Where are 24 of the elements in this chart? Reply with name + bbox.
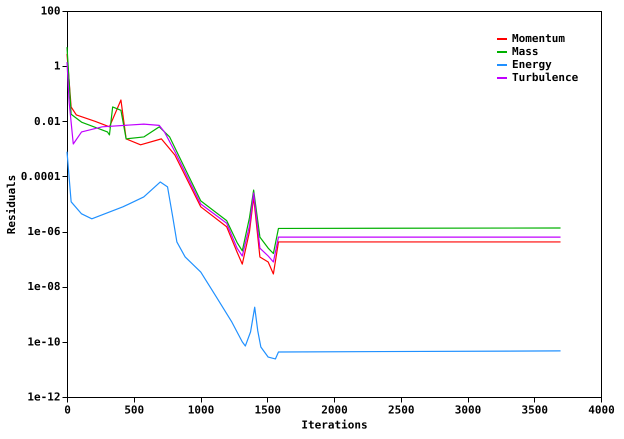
x-tick-label: 2500 xyxy=(388,404,414,416)
line-series xyxy=(66,151,562,360)
y-tick-label: 1e-08 xyxy=(27,280,60,294)
y-tick-label: 0.0001 xyxy=(20,170,61,183)
y-tick-label: 1e-06 xyxy=(27,225,61,238)
legend-label: Energy xyxy=(512,58,552,71)
legend-label: Momentum xyxy=(512,32,566,45)
x-tick-label: 3000 xyxy=(454,404,482,416)
y-axis-title: Residuals xyxy=(4,174,18,234)
y-tick-label: 1 xyxy=(54,60,61,73)
legend-label: Turbulence xyxy=(512,71,579,84)
x-axis-title: Iterations xyxy=(301,418,368,432)
y-tick-label: 1e-12 xyxy=(27,390,60,404)
x-tick-label: 3500 xyxy=(522,404,548,416)
x-tick-label: 1000 xyxy=(188,404,214,416)
x-tick-label: 2000 xyxy=(321,404,348,416)
x-tick-label: 0 xyxy=(64,404,71,416)
y-tick-label: 1e-10 xyxy=(27,335,60,348)
x-tick-label: 4000 xyxy=(588,404,615,416)
x-tick-label: 1500 xyxy=(254,404,281,416)
y-tick-label: 0.01 xyxy=(34,114,61,128)
legend-label: Mass xyxy=(512,45,538,58)
x-tick-label: 500 xyxy=(124,404,144,416)
y-tick-label: 100 xyxy=(40,4,60,18)
